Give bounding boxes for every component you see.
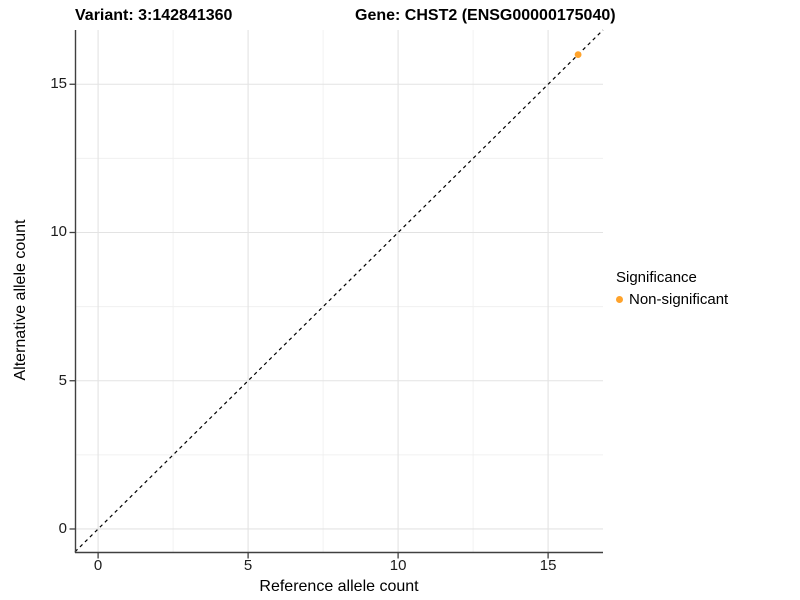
x-tick-label: 10	[389, 557, 407, 574]
legend: Significance Non-significant	[616, 268, 728, 309]
x-axis-label: Reference allele count	[259, 578, 419, 595]
x-tick-label: 0	[93, 557, 103, 574]
legend-item-non-significant: Non-significant	[616, 290, 728, 309]
x-tick-label: 15	[539, 557, 557, 574]
x-tick-label: 5	[243, 557, 253, 574]
point-swatch-icon	[616, 296, 623, 303]
y-tick-label: 15	[50, 75, 67, 93]
gene-title: Gene: CHST2 (ENSG00000175040)	[355, 7, 616, 24]
legend-item-label: Non-significant	[629, 291, 729, 308]
plot-canvas	[69, 29, 604, 559]
y-tick-label: 5	[58, 371, 67, 389]
variant-title: Variant: 3:142841360	[75, 7, 233, 24]
y-tick-label: 10	[50, 223, 67, 241]
plot-panel	[69, 29, 604, 559]
y-tick-label: 0	[58, 519, 67, 537]
legend-title: Significance	[616, 269, 697, 286]
identity-dashed-line	[74, 29, 604, 553]
data-point	[574, 51, 582, 59]
y-axis-label: Alternative allele count	[12, 219, 29, 381]
